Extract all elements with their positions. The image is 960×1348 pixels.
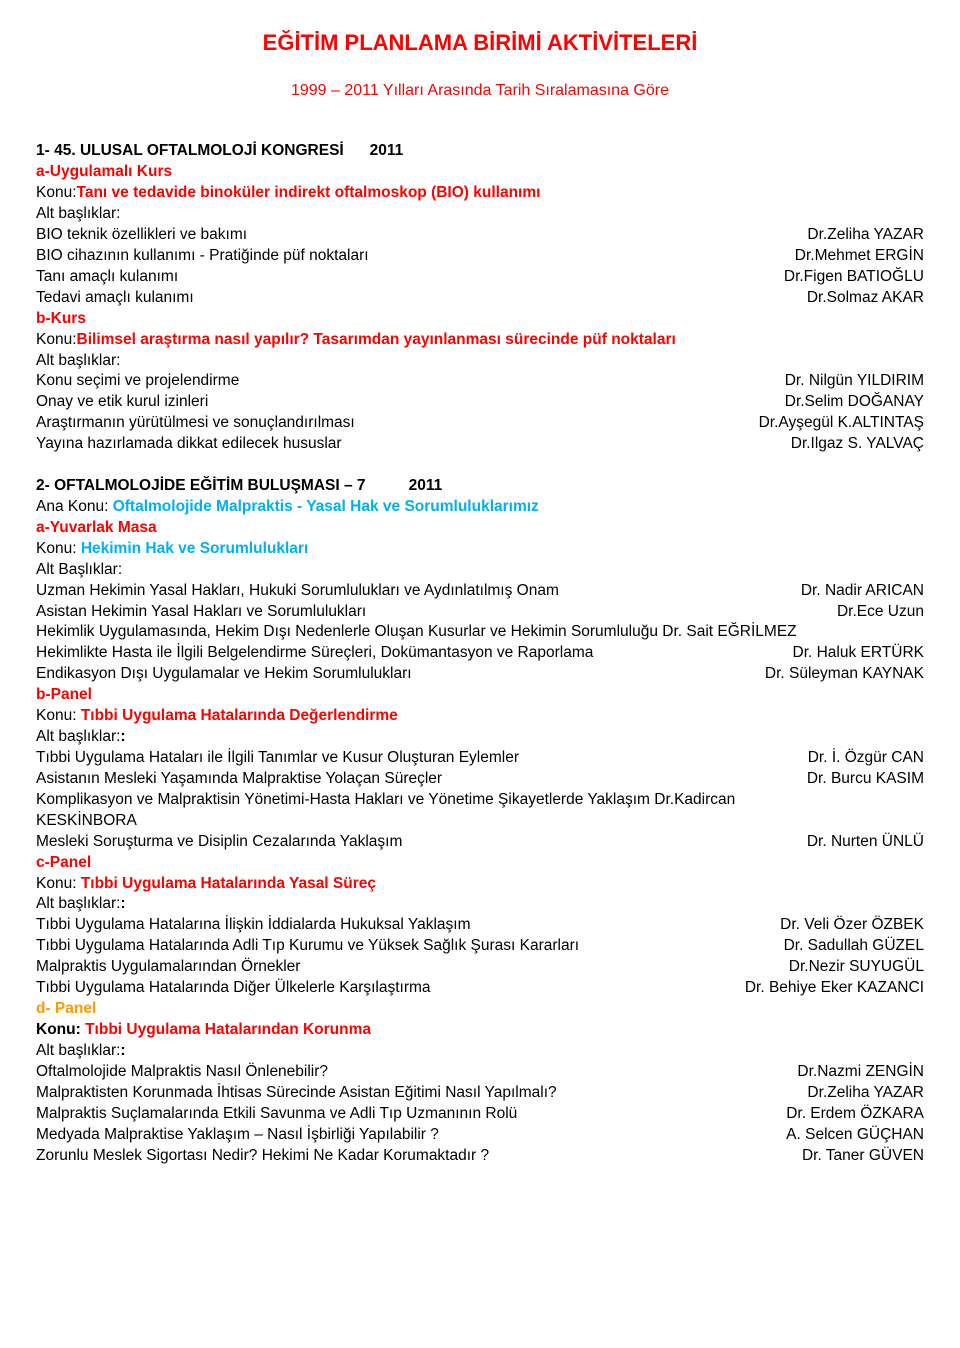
d-r3-right: Dr. Erdem ÖZKARA [786, 1104, 924, 1125]
a-r2-right: Dr.Ece Uzun [837, 602, 924, 623]
konuC-label: Konu: [36, 875, 81, 892]
section2-heading: 2- OFTALMOLOJİDE EĞİTİM BULUŞMASI – 7 [36, 477, 366, 494]
konu1-text: Tanı ve tedavide binoküler indirekt ofta… [77, 184, 541, 201]
b-r1-left: Tıbbi Uygulama Hataları ile İlgili Tanım… [36, 748, 808, 769]
d-panel: d- Panel [36, 999, 924, 1020]
b-r1-right: Dr. İ. Özgür CAN [808, 748, 924, 769]
b-r4-right: Dr. Nurten ÜNLÜ [807, 832, 924, 853]
konuB-label: Konu: [36, 707, 81, 724]
d-r2-left: Malpraktisten Korunmada İhtisas Sürecind… [36, 1083, 807, 1104]
alt-basliklar-C: Alt başlıklar:: [36, 894, 924, 915]
b-r2-left: Asistanın Mesleki Yaşamında Malpraktise … [36, 769, 807, 790]
d-r5-left: Zorunlu Meslek Sigortası Nedir? Hekimi N… [36, 1146, 802, 1167]
a-r5-left: Endikasyon Dışı Uygulamalar ve Hekim Sor… [36, 664, 765, 685]
c-r4-left: Tıbbi Uygulama Hatalarında Diğer Ülkeler… [36, 978, 745, 999]
a-r3-full: Hekimlik Uygulamasında, Hekim Dışı Neden… [36, 622, 924, 643]
alt-c-text: Alt başlıklar: [36, 895, 120, 912]
s1-r8-right: Dr.Ilgaz S. YALVAÇ [791, 434, 924, 455]
a-r4-right: Dr. Haluk ERTÜRK [793, 643, 925, 664]
b-r4-left: Mesleki Soruşturma ve Disiplin Cezaların… [36, 832, 807, 853]
section-1: 1- 45. ULUSAL OFTALMOLOJİ KONGRESİ 2011 … [36, 141, 924, 455]
d-r5-right: Dr. Taner GÜVEN [802, 1146, 924, 1167]
a-r1-right: Dr. Nadir ARICAN [801, 581, 924, 602]
ana-konu-text: Oftalmolojide Malpraktis - Yasal Hak ve … [113, 498, 539, 515]
alt-basliklar-2: Alt başlıklar: [36, 351, 924, 372]
konu1-label: Konu: [36, 184, 77, 201]
b-r2-right: Dr. Burcu KASIM [807, 769, 924, 790]
d-r3-left: Malpraktis Suçlamalarında Etkili Savunma… [36, 1104, 786, 1125]
d-r1-left: Oftalmolojide Malpraktis Nasıl Önlenebil… [36, 1062, 797, 1083]
s1-r5-left: Konu seçimi ve projelendirme [36, 371, 785, 392]
alt-b-text: Alt başlıklar: [36, 728, 120, 745]
c-r1-left: Tıbbi Uygulama Hatalarına İlişkin İddial… [36, 915, 780, 936]
s1-r4-left: Tedavi amaçlı kulanımı [36, 288, 807, 309]
c-r2-right: Dr. Sadullah GÜZEL [784, 936, 924, 957]
section1-heading: 1- 45. ULUSAL OFTALMOLOJİ KONGRESİ [36, 142, 344, 159]
konuB-text: Tıbbi Uygulama Hatalarında Değerlendirme [81, 707, 398, 724]
c-r3-left: Malpraktis Uygulamalarından Örnekler [36, 957, 789, 978]
c-r1-right: Dr. Veli Özer ÖZBEK [780, 915, 924, 936]
alt-basliklar-1: Alt başlıklar: [36, 204, 924, 225]
d-r1-right: Dr.Nazmi ZENGİN [797, 1062, 924, 1083]
d-r4-right: A. Selcen GÜÇHAN [786, 1125, 924, 1146]
s1-r5-right: Dr. Nilgün YILDIRIM [785, 371, 924, 392]
c-panel: c-Panel [36, 853, 924, 874]
page-title: EĞİTİM PLANLAMA BİRİMİ AKTİVİTELERİ [36, 28, 924, 58]
alt-basliklar-B: Alt başlıklar:: [36, 727, 924, 748]
s1-r7-right: Dr.Ayşegül K.ALTINTAŞ [759, 413, 924, 434]
s1-r3-right: Dr.Figen BATIOĞLU [784, 267, 924, 288]
s1-r2-right: Dr.Mehmet ERGİN [795, 246, 924, 267]
s1-r1-right: Dr.Zeliha YAZAR [807, 225, 924, 246]
c-r3-right: Dr.Nezir SUYUGÜL [789, 957, 924, 978]
b-kurs: b-Kurs [36, 309, 924, 330]
a-uygulamali-kurs: a-Uygulamalı Kurs [36, 162, 924, 183]
konu2-label: Konu: [36, 331, 77, 348]
alt-basliklar-A: Alt Başlıklar: [36, 560, 924, 581]
d-r2-right: Dr.Zeliha YAZAR [807, 1083, 924, 1104]
konuA-text: Hekimin Hak ve Sorumlulukları [81, 540, 308, 557]
s1-r6-left: Onay ve etik kurul izinleri [36, 392, 785, 413]
a-r4-left: Hekimlikte Hasta ile İlgili Belgelendirm… [36, 643, 793, 664]
a-r5-right: Dr. Süleyman KAYNAK [765, 664, 924, 685]
s1-r4-right: Dr.Solmaz AKAR [807, 288, 924, 309]
konuD-text: Tıbbi Uygulama Hatalarından Korunma [85, 1021, 371, 1038]
a-yuvarlak-masa: a-Yuvarlak Masa [36, 518, 924, 539]
konuA-label: Konu: [36, 540, 81, 557]
konuC-text: Tıbbi Uygulama Hatalarında Yasal Süreç [81, 875, 376, 892]
s1-r7-left: Araştırmanın yürütülmesi ve sonuçlandırı… [36, 413, 759, 434]
a-r2-left: Asistan Hekimin Yasal Hakları ve Sorumlu… [36, 602, 837, 623]
konuD-label: Konu: [36, 1021, 85, 1038]
section2-year: 2011 [409, 477, 443, 494]
section-2: 2- OFTALMOLOJİDE EĞİTİM BULUŞMASI – 7 20… [36, 476, 924, 1166]
b-panel: b-Panel [36, 685, 924, 706]
s1-r3-left: Tanı amaçlı kulanımı [36, 267, 784, 288]
c-r4-right: Dr. Behiye Eker KAZANCI [745, 978, 924, 999]
s1-r2-left: BIO cihazının kullanımı - Pratiğinde püf… [36, 246, 795, 267]
b-r3-cont: KESKİNBORA [36, 811, 924, 832]
konu2-text: Bilimsel araştırma nasıl yapılır? Tasarı… [77, 331, 676, 348]
d-r4-left: Medyada Malpraktise Yaklaşım – Nasıl İşb… [36, 1125, 786, 1146]
section1-year: 2011 [370, 142, 404, 159]
page-subtitle: 1999 – 2011 Yılları Arasında Tarih Sıral… [36, 80, 924, 102]
s1-r8-left: Yayına hazırlamada dikkat edilecek husus… [36, 434, 791, 455]
ana-konu-label: Ana Konu: [36, 498, 113, 515]
s1-r6-right: Dr.Selim DOĞANAY [785, 392, 924, 413]
s1-r1-left: BIO teknik özellikleri ve bakımı [36, 225, 807, 246]
alt-d-text: Alt başlıklar: [36, 1042, 120, 1059]
b-r3-full: Komplikasyon ve Malpraktisin Yönetimi-Ha… [36, 790, 924, 811]
alt-basliklar-D: Alt başlıklar:: [36, 1041, 924, 1062]
a-r1-left: Uzman Hekimin Yasal Hakları, Hukuki Soru… [36, 581, 801, 602]
c-r2-left: Tıbbi Uygulama Hatalarında Adli Tıp Kuru… [36, 936, 784, 957]
